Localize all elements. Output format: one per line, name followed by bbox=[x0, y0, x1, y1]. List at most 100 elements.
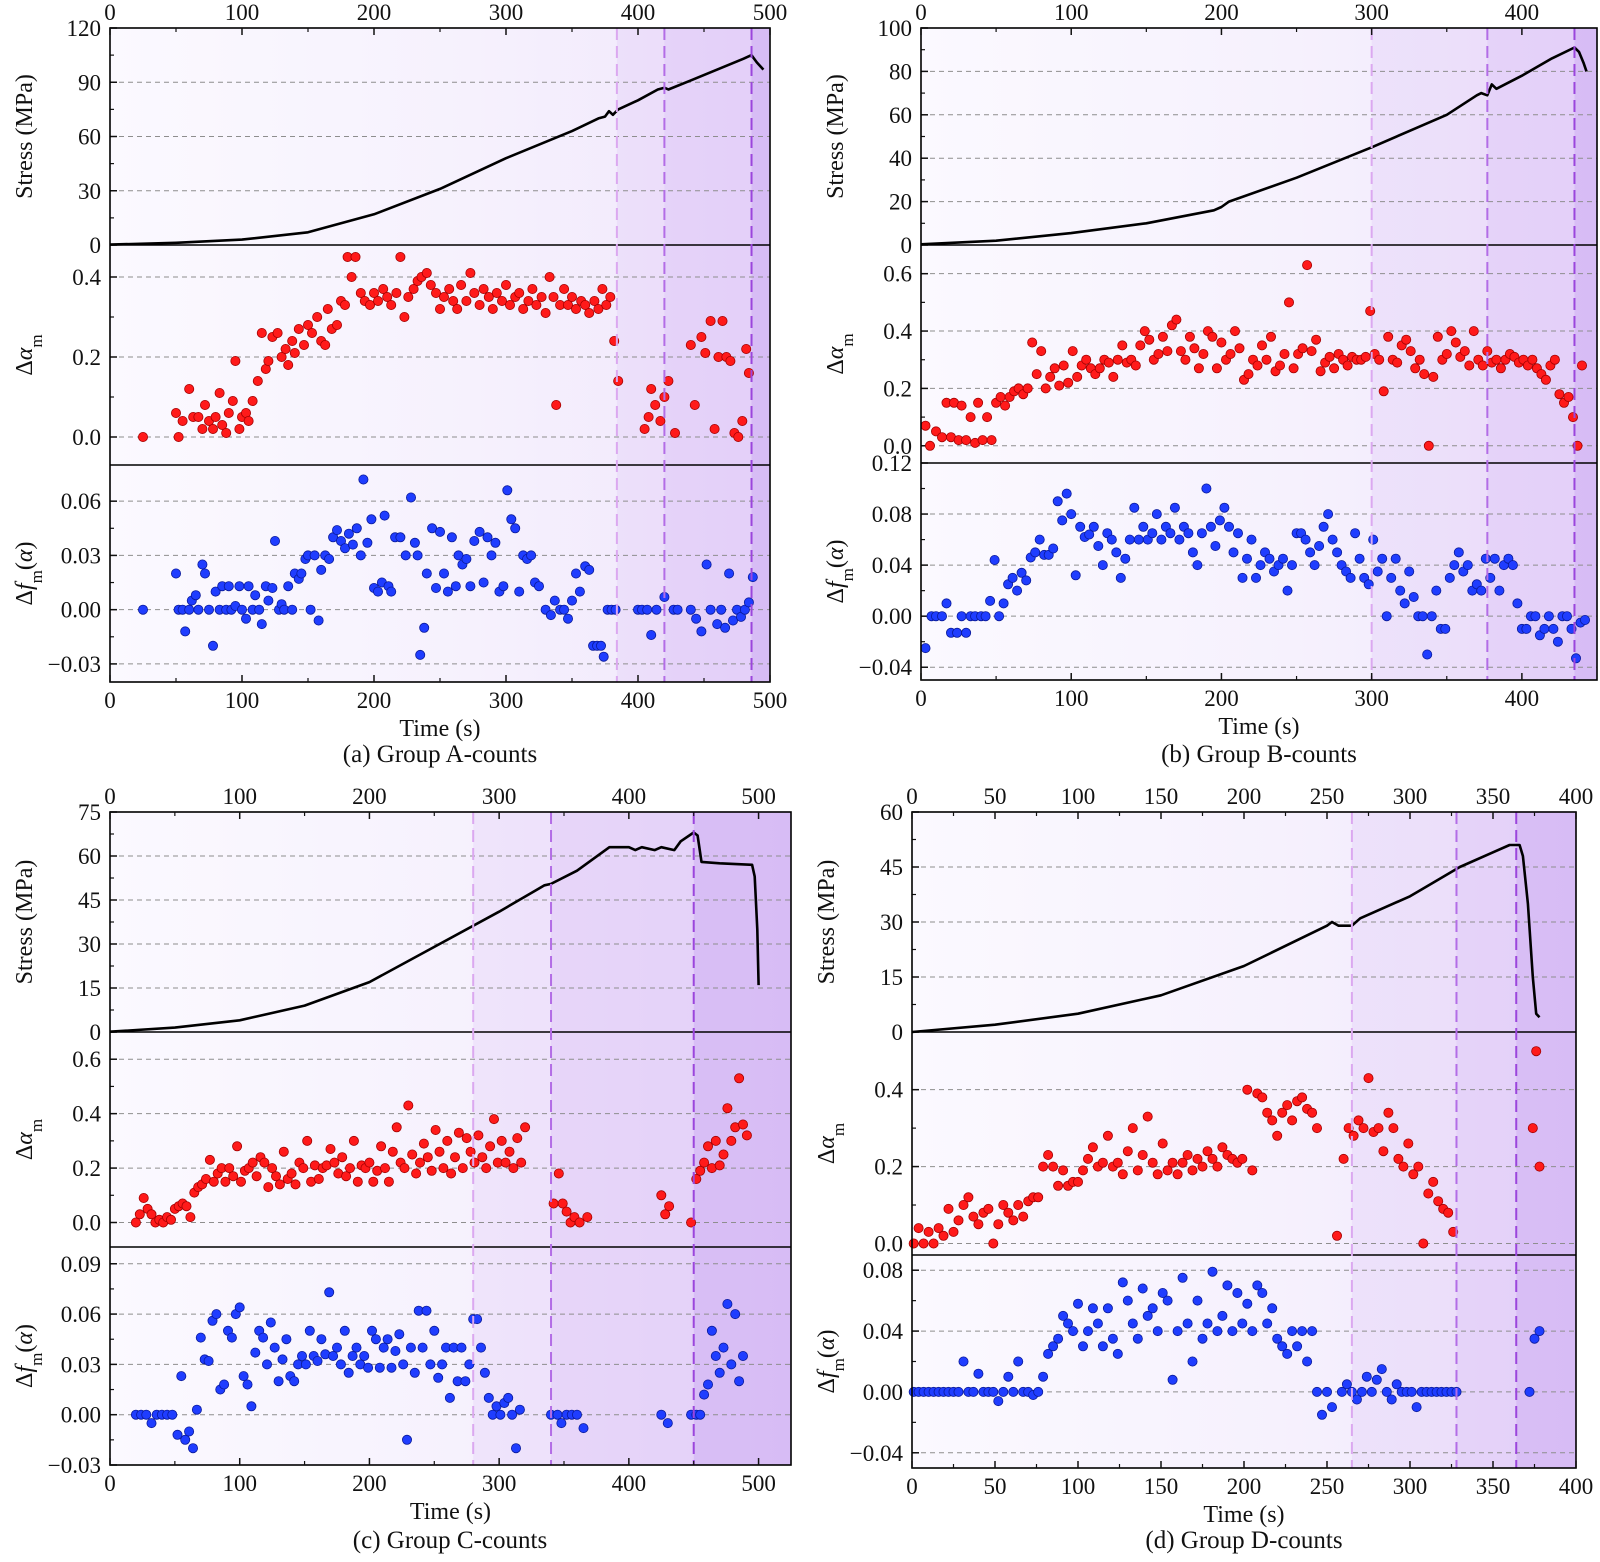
dfm-point bbox=[210, 586, 221, 597]
x-tick-label-top: 150 bbox=[1144, 784, 1179, 809]
alpha-point bbox=[580, 299, 591, 310]
alpha-point bbox=[938, 1230, 949, 1241]
dfm-point bbox=[691, 613, 702, 624]
alpha-point bbox=[518, 303, 529, 314]
alpha-point bbox=[1495, 363, 1506, 374]
alpha-point bbox=[298, 339, 309, 350]
dfm-point bbox=[355, 550, 366, 561]
dfm-point bbox=[358, 474, 369, 485]
alpha-point bbox=[710, 1135, 721, 1146]
alpha-point bbox=[181, 1201, 192, 1212]
alpha-point bbox=[589, 295, 600, 306]
dfm-point bbox=[1169, 502, 1180, 513]
x-tick-label-top: 0 bbox=[915, 0, 927, 25]
alpha-point bbox=[137, 431, 148, 442]
y-tick-label: 0 bbox=[901, 233, 913, 258]
alpha-point bbox=[344, 1163, 355, 1174]
dfm-point bbox=[1444, 572, 1455, 583]
alpha-point bbox=[561, 1206, 572, 1217]
dfm-point bbox=[1539, 623, 1550, 634]
x-tick-label: 100 bbox=[1054, 686, 1089, 711]
dfm-point bbox=[937, 611, 948, 622]
alpha-point bbox=[204, 1154, 215, 1165]
alpha-point bbox=[1266, 331, 1277, 342]
stress-subplot: 0 15 30 45 60 Stress (MPa) bbox=[814, 800, 1576, 1045]
dfm-point bbox=[1129, 502, 1140, 513]
dfm-point bbox=[696, 626, 707, 637]
alpha-point bbox=[664, 1201, 675, 1212]
dfm-point bbox=[191, 1404, 202, 1415]
alpha-point bbox=[1324, 351, 1335, 362]
y-tick-label: 80 bbox=[889, 59, 912, 84]
dfm-point bbox=[419, 622, 430, 633]
alpha-point bbox=[734, 1073, 745, 1084]
alpha-point bbox=[337, 1152, 348, 1163]
dfm-point bbox=[646, 630, 657, 641]
stage-zone bbox=[1487, 28, 1575, 680]
y-tick-label: −0.04 bbox=[850, 1441, 904, 1466]
y-tick-label: 0 bbox=[892, 1020, 904, 1045]
alpha-point bbox=[670, 427, 681, 438]
alpha-point bbox=[1428, 1176, 1439, 1187]
alpha-point bbox=[283, 359, 294, 370]
dfm-point bbox=[430, 583, 441, 594]
alpha-point bbox=[331, 319, 342, 330]
alpha-point bbox=[1122, 1146, 1133, 1157]
alpha-point bbox=[399, 311, 410, 322]
dfm-point bbox=[730, 1309, 741, 1320]
dfm-point bbox=[1317, 1409, 1328, 1420]
alpha-point bbox=[313, 1174, 324, 1185]
alpha-point bbox=[973, 397, 984, 408]
dfm-point bbox=[203, 1356, 214, 1367]
dfm-point bbox=[1399, 598, 1410, 609]
alpha-point bbox=[1198, 348, 1209, 359]
alpha-point bbox=[426, 1165, 437, 1176]
dfm-point bbox=[1083, 1326, 1094, 1337]
dfm-point bbox=[998, 598, 1009, 609]
alpha-point bbox=[293, 323, 304, 334]
dfm-point bbox=[187, 1443, 198, 1454]
alpha-point bbox=[1408, 1169, 1419, 1180]
dfm-point bbox=[1196, 528, 1207, 539]
dfm-point bbox=[998, 1386, 1009, 1397]
alpha-point bbox=[383, 1176, 394, 1187]
alpha-point bbox=[376, 1141, 387, 1152]
x-tick-label-top: 200 bbox=[352, 784, 387, 809]
dfm-point bbox=[498, 581, 509, 592]
dfm-point bbox=[1408, 592, 1419, 603]
alpha-point bbox=[411, 1168, 422, 1179]
dfm-point bbox=[1201, 483, 1212, 494]
dfm-point bbox=[434, 526, 445, 537]
dfm-point bbox=[193, 604, 204, 615]
dfm-point bbox=[141, 1409, 152, 1420]
x-tick-label-top: 100 bbox=[225, 0, 260, 25]
alpha-point bbox=[1383, 331, 1394, 342]
alpha-point bbox=[193, 411, 204, 422]
alpha-point bbox=[1225, 348, 1236, 359]
alpha-point bbox=[302, 319, 313, 330]
dfm-point bbox=[1174, 534, 1185, 545]
alpha-point bbox=[737, 415, 748, 426]
alpha-point bbox=[173, 431, 184, 442]
alpha-point bbox=[134, 1209, 145, 1220]
alpha-point bbox=[1329, 363, 1340, 374]
dfm-point bbox=[718, 1342, 729, 1353]
dfm-point bbox=[1277, 1341, 1288, 1352]
dfm-point bbox=[464, 1359, 475, 1370]
alpha-point bbox=[165, 1214, 176, 1225]
alpha-point bbox=[1207, 331, 1218, 342]
dfm-point bbox=[305, 604, 316, 615]
dfm-point bbox=[1323, 509, 1334, 520]
x-tick-label: 200 bbox=[1204, 686, 1239, 711]
dfm-point bbox=[1327, 534, 1338, 545]
dfm-point bbox=[172, 1429, 183, 1440]
alpha-point bbox=[1554, 389, 1565, 400]
alpha-point bbox=[1450, 337, 1461, 348]
dfm-point bbox=[1534, 1326, 1545, 1337]
dfm-point bbox=[1489, 553, 1500, 564]
x-tick-label: 0 bbox=[906, 1474, 918, 1499]
alpha-point bbox=[461, 1133, 472, 1144]
alpha-point bbox=[425, 279, 436, 290]
alpha-point bbox=[1464, 360, 1475, 371]
alpha-point bbox=[1267, 1115, 1278, 1126]
